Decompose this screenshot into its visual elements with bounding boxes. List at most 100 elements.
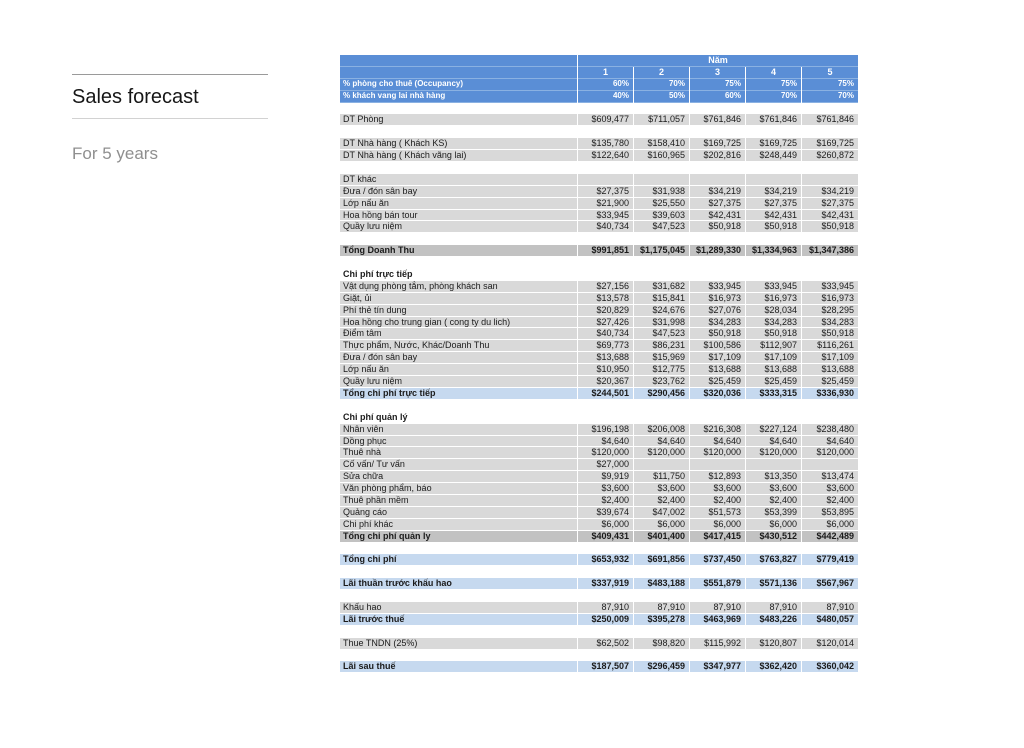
value-cell[interactable]: $1,175,045 (634, 245, 689, 258)
value-cell[interactable]: 75% (690, 78, 745, 91)
value-cell[interactable]: $296,459 (634, 661, 689, 674)
value-cell[interactable]: $50,918 (690, 221, 745, 234)
value-cell[interactable]: $27,000 (578, 459, 633, 472)
value-cell[interactable]: $290,456 (634, 387, 689, 400)
value-cell[interactable]: $120,000 (690, 447, 745, 460)
value-cell[interactable]: $120,000 (802, 447, 858, 460)
value-cell[interactable] (746, 590, 801, 602)
value-cell[interactable]: $169,725 (746, 138, 801, 151)
row-label-cell[interactable]: DT Nhà hàng ( Khách KS) (340, 138, 577, 151)
value-cell[interactable] (746, 103, 801, 115)
value-cell[interactable]: $13,688 (578, 352, 633, 365)
value-cell[interactable] (690, 566, 745, 578)
value-cell[interactable]: $27,375 (578, 185, 633, 198)
row-label-cell[interactable] (340, 543, 577, 555)
value-cell[interactable]: $120,807 (746, 637, 801, 650)
value-cell[interactable]: $360,042 (802, 661, 858, 674)
value-cell[interactable]: $571,136 (746, 578, 801, 591)
value-cell[interactable]: $47,523 (634, 221, 689, 234)
row-label-cell[interactable]: Thuê phần mềm (340, 494, 577, 507)
row-label-cell[interactable] (340, 400, 577, 412)
row-label-cell[interactable]: Tổng Doanh Thu (340, 245, 577, 258)
row-label-cell[interactable]: Tổng chi phí quản ly (340, 530, 577, 543)
value-cell[interactable]: $417,415 (690, 530, 745, 543)
value-cell[interactable]: $160,965 (634, 150, 689, 163)
value-cell[interactable] (578, 103, 633, 115)
value-cell[interactable]: $53,399 (746, 506, 801, 519)
value-cell[interactable] (578, 126, 633, 138)
value-cell[interactable] (746, 257, 801, 269)
value-cell[interactable]: $47,002 (634, 506, 689, 519)
value-cell[interactable]: $337,919 (578, 578, 633, 591)
value-cell[interactable]: $991,851 (578, 245, 633, 258)
row-label-cell[interactable]: Hoa hồng cho trung gian ( cong ty du lic… (340, 316, 577, 329)
value-cell[interactable]: $430,512 (746, 530, 801, 543)
value-cell[interactable]: 70% (634, 78, 689, 91)
value-cell[interactable]: $206,008 (634, 423, 689, 436)
value-cell[interactable] (690, 590, 745, 602)
value-cell[interactable]: $28,295 (802, 304, 858, 317)
row-label-cell[interactable] (340, 650, 577, 662)
value-cell[interactable]: $551,879 (690, 578, 745, 591)
value-cell[interactable]: $120,000 (634, 447, 689, 460)
value-cell[interactable]: $62,502 (578, 637, 633, 650)
row-label-cell[interactable]: DT Nhà hàng ( Khách vãng lai) (340, 150, 577, 163)
value-cell[interactable] (690, 459, 745, 472)
value-cell[interactable]: $13,688 (802, 364, 858, 377)
value-cell[interactable]: 87,910 (578, 601, 633, 614)
row-label-cell[interactable]: Phí thẻ tín dung (340, 304, 577, 317)
value-cell[interactable] (578, 233, 633, 245)
value-cell[interactable]: $401,400 (634, 530, 689, 543)
value-cell[interactable]: $25,459 (690, 376, 745, 388)
value-cell[interactable]: $120,014 (802, 637, 858, 650)
row-label-cell[interactable]: Quảng cáo (340, 506, 577, 519)
row-label-cell[interactable]: Lãi thuần trước khấu hao (340, 578, 577, 591)
value-cell[interactable]: 70% (746, 90, 801, 103)
value-cell[interactable]: $11,750 (634, 471, 689, 484)
value-cell[interactable]: $27,375 (802, 197, 858, 210)
column-header-cell[interactable]: 5 (802, 66, 858, 79)
row-label-cell[interactable]: Thuê nhà (340, 447, 577, 460)
row-label-cell[interactable]: Giặt, ủi (340, 292, 577, 305)
value-cell[interactable] (802, 162, 858, 174)
value-cell[interactable]: 60% (690, 90, 745, 103)
value-cell[interactable]: $27,076 (690, 304, 745, 317)
value-cell[interactable]: 40% (578, 90, 633, 103)
value-cell[interactable]: $260,872 (802, 150, 858, 163)
row-label-cell[interactable]: Thue TNDN (25%) (340, 637, 577, 650)
value-cell[interactable] (802, 126, 858, 138)
value-cell[interactable]: $779,419 (802, 554, 858, 567)
value-cell[interactable]: $320,036 (690, 387, 745, 400)
value-cell[interactable]: $20,367 (578, 376, 633, 388)
value-cell[interactable]: 87,910 (634, 601, 689, 614)
value-cell[interactable] (578, 590, 633, 602)
value-cell[interactable]: $2,400 (746, 494, 801, 507)
value-cell[interactable]: $120,000 (578, 447, 633, 460)
value-cell[interactable]: $2,400 (634, 494, 689, 507)
value-cell[interactable]: $25,459 (746, 376, 801, 388)
value-cell[interactable] (634, 173, 689, 186)
row-label-cell[interactable]: Điểm tâm (340, 328, 577, 341)
value-cell[interactable] (634, 233, 689, 245)
value-cell[interactable] (746, 412, 801, 424)
value-cell[interactable] (746, 233, 801, 245)
value-cell[interactable]: $13,578 (578, 292, 633, 305)
row-label-cell[interactable] (340, 590, 577, 602)
value-cell[interactable]: $653,932 (578, 554, 633, 567)
value-cell[interactable]: $6,000 (690, 518, 745, 531)
value-cell[interactable] (690, 173, 745, 186)
value-cell[interactable] (802, 257, 858, 269)
value-cell[interactable]: $250,009 (578, 613, 633, 626)
value-cell[interactable]: $33,945 (690, 280, 745, 293)
value-cell[interactable]: $17,109 (802, 352, 858, 365)
value-cell[interactable]: $169,725 (690, 138, 745, 151)
row-label-cell[interactable]: % phòng cho thuê (Occupancy) (340, 78, 577, 91)
row-label-cell[interactable] (340, 566, 577, 578)
value-cell[interactable]: $737,450 (690, 554, 745, 567)
value-cell[interactable] (802, 400, 858, 412)
value-cell[interactable]: $483,226 (746, 613, 801, 626)
row-label-cell[interactable]: DT Phòng (340, 114, 577, 127)
value-cell[interactable] (802, 566, 858, 578)
value-cell[interactable] (802, 590, 858, 602)
row-label-cell[interactable]: Đưa / đón sân bay (340, 185, 577, 198)
